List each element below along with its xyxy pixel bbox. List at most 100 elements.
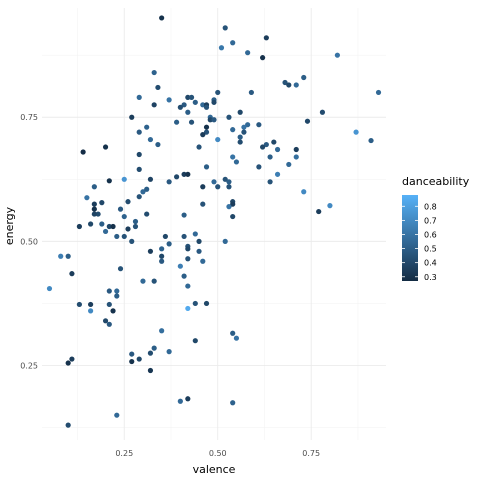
- data-point-57: [368, 137, 374, 144]
- data-point-11: [286, 82, 292, 88]
- data-point-27: [200, 102, 206, 108]
- data-point-87: [200, 184, 206, 190]
- data-point-54: [215, 136, 221, 143]
- data-point-104: [91, 206, 97, 212]
- data-point-25: [181, 102, 187, 108]
- data-point-8: [151, 69, 157, 76]
- data-point-90: [226, 184, 232, 190]
- data-point-70: [233, 159, 240, 165]
- data-point-23: [211, 99, 217, 105]
- data-point-40: [188, 119, 195, 125]
- data-point-153: [192, 300, 198, 307]
- data-point-49: [241, 129, 247, 135]
- data-point-51: [200, 132, 206, 138]
- data-point-147: [151, 278, 157, 284]
- data-point-80: [106, 178, 112, 184]
- data-point-111: [316, 208, 322, 215]
- data-point-127: [196, 238, 202, 244]
- data-point-56: [271, 139, 277, 145]
- data-point-161: [102, 318, 109, 324]
- x-tick-label-1: 0.50: [209, 449, 227, 458]
- data-point-65: [80, 149, 86, 155]
- data-point-3: [230, 40, 236, 46]
- data-point-119: [132, 223, 139, 230]
- data-point-44: [144, 124, 150, 130]
- data-point-129: [129, 238, 135, 244]
- data-point-29: [203, 104, 210, 110]
- data-point-163: [159, 328, 165, 334]
- data-point-98: [99, 200, 105, 206]
- data-point-89: [215, 184, 221, 190]
- data-point-93: [144, 186, 150, 192]
- data-point-73: [203, 164, 210, 170]
- legend-tick-label-2: 0.5: [424, 245, 437, 254]
- grid-lines: [42, 8, 386, 440]
- data-point-141: [200, 258, 206, 264]
- data-point-102: [226, 204, 232, 210]
- legend-colorbar: [402, 195, 418, 281]
- data-point-5: [245, 50, 251, 56]
- data-point-157: [106, 301, 112, 308]
- data-point-26: [177, 104, 183, 110]
- data-point-158: [185, 305, 191, 312]
- data-point-113: [132, 218, 139, 225]
- data-point-103: [327, 203, 333, 209]
- data-point-165: [233, 335, 240, 341]
- data-point-105: [117, 206, 124, 212]
- data-point-83: [222, 176, 228, 182]
- data-point-24: [151, 102, 157, 108]
- data-point-170: [129, 351, 135, 357]
- x-axis-ticks: 0.25 0.50 0.75: [115, 449, 320, 458]
- data-point-96: [125, 199, 131, 205]
- x-tick-label-0: 0.25: [115, 449, 133, 458]
- data-point-78: [174, 174, 180, 180]
- data-point-115: [99, 221, 105, 227]
- data-point-41: [245, 122, 251, 128]
- data-point-19: [192, 99, 198, 105]
- data-point-53: [147, 136, 154, 143]
- data-point-61: [196, 144, 202, 150]
- data-point-33: [129, 114, 135, 120]
- data-point-138: [159, 253, 165, 259]
- data-point-43: [256, 122, 262, 128]
- data-point-69: [293, 154, 299, 160]
- data-point-15: [375, 89, 382, 96]
- data-point-13: [155, 84, 161, 91]
- data-point-59: [263, 141, 269, 148]
- data-point-94: [136, 194, 142, 200]
- data-point-175: [147, 367, 154, 374]
- data-point-173: [65, 360, 71, 366]
- data-point-48: [203, 129, 210, 135]
- data-point-71: [286, 161, 292, 168]
- data-point-16: [215, 89, 221, 96]
- data-point-34: [226, 114, 232, 120]
- data-point-128: [222, 238, 228, 244]
- x-axis-title: valence: [193, 463, 236, 476]
- data-point-72: [256, 164, 262, 170]
- data-point-12: [293, 82, 299, 88]
- data-point-62: [260, 144, 266, 150]
- data-point-133: [159, 246, 165, 252]
- data-point-164: [230, 330, 236, 336]
- data-point-149: [46, 285, 53, 292]
- data-point-172: [136, 356, 142, 362]
- data-point-155: [76, 301, 82, 308]
- y-axis-ticks: 0.25 0.50 0.75: [20, 113, 38, 370]
- data-point-31: [237, 109, 243, 115]
- data-point-169: [166, 349, 172, 355]
- data-point-177: [177, 398, 183, 404]
- data-point-154: [203, 300, 210, 307]
- data-point-110: [181, 212, 187, 218]
- data-point-118: [76, 223, 82, 230]
- data-point-106: [95, 211, 101, 217]
- color-legend: danceability 0.3 0.4 0.5 0.6 0.7 0.8: [402, 175, 470, 282]
- data-point-139: [185, 256, 191, 262]
- data-point-145: [181, 273, 187, 279]
- data-point-2: [263, 35, 269, 41]
- data-point-88: [91, 184, 97, 190]
- data-point-20: [188, 94, 195, 100]
- data-point-95: [84, 195, 90, 201]
- data-point-68: [267, 154, 273, 160]
